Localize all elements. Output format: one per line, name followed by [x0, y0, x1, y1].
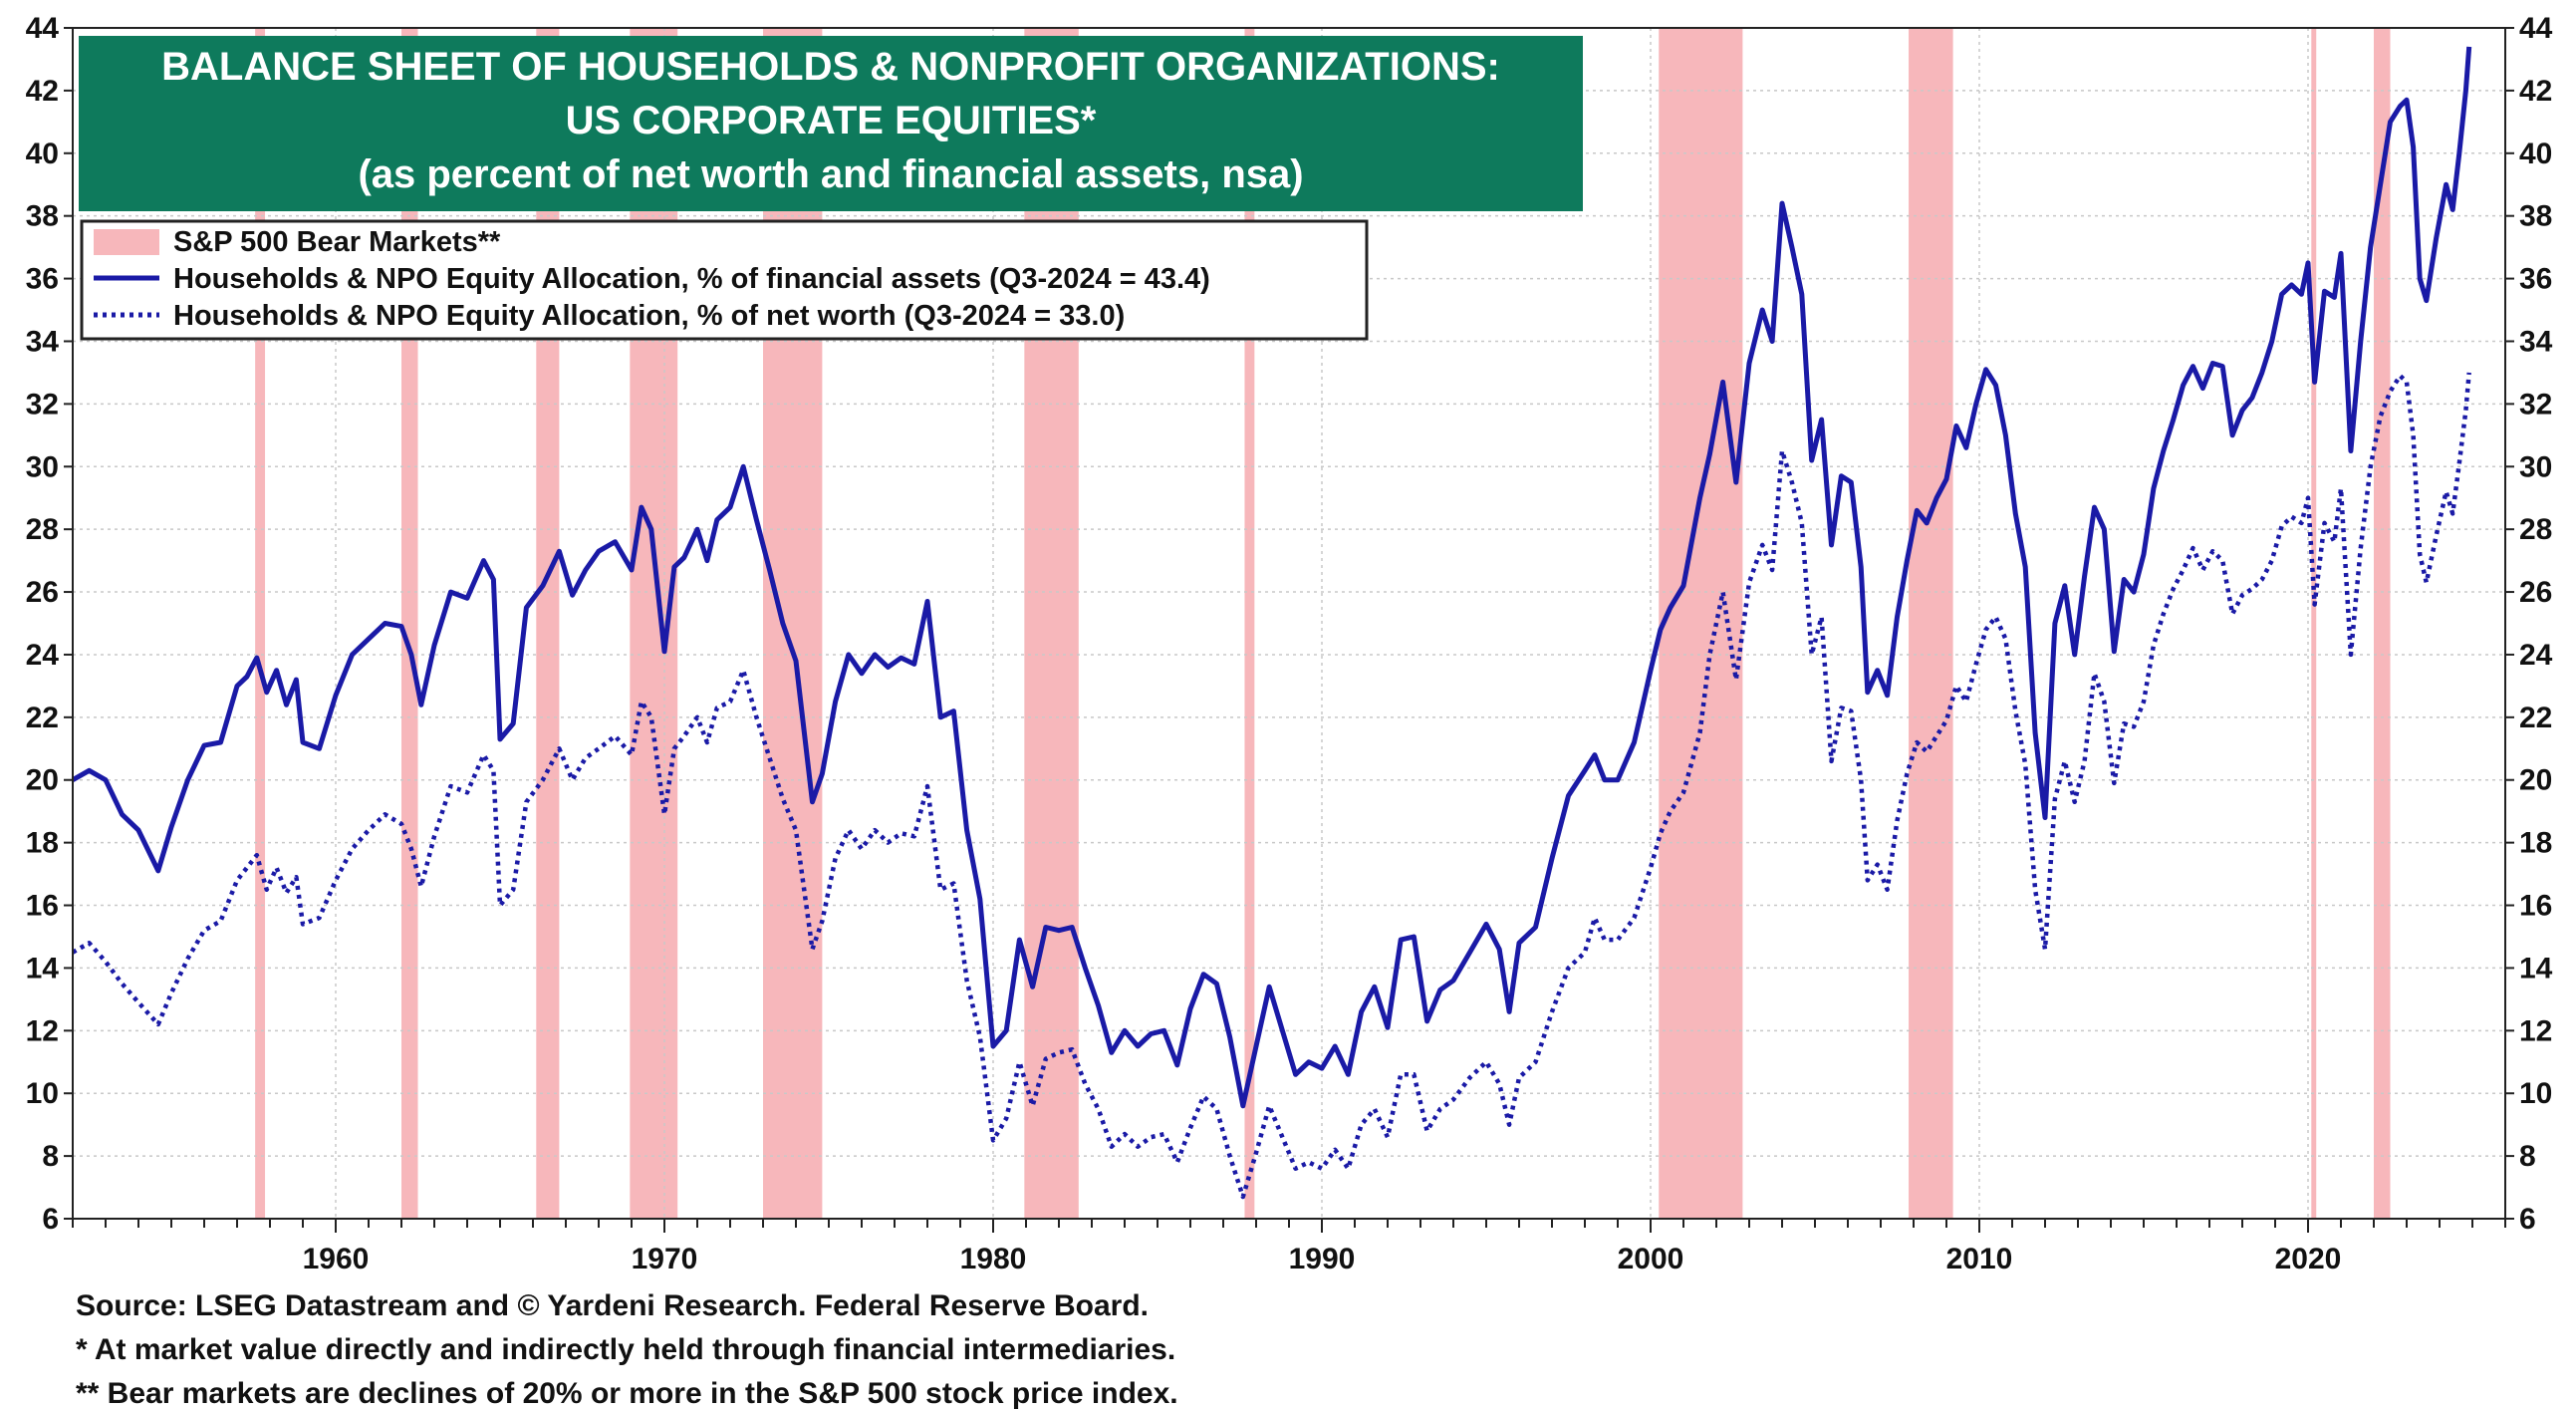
y-tick-label-right-44: 44 — [2519, 12, 2553, 45]
y-tick-label-right-32: 32 — [2519, 388, 2552, 421]
title-box — [79, 36, 1583, 211]
y-tick-label-right-38: 38 — [2519, 200, 2552, 233]
y-tick-label-left-32: 32 — [26, 388, 59, 421]
x-tick-label-1980: 1980 — [960, 1243, 1027, 1275]
bear-market-band-9 — [1909, 28, 1953, 1219]
y-tick-label-right-36: 36 — [2519, 263, 2552, 296]
legend-label-financial-assets: Households & NPO Equity Allocation, % of… — [173, 263, 1210, 295]
legend-swatch-bear-markets — [94, 229, 159, 255]
y-tick-label-left-36: 36 — [26, 263, 59, 296]
x-axis: 1960 1970 1980 1990 2000 2010 2020 — [72, 1219, 2506, 1275]
x-tick-label-1960: 1960 — [303, 1243, 370, 1275]
y-tick-label-right-26: 26 — [2519, 576, 2552, 609]
y-tick-label-right-8: 8 — [2519, 1140, 2536, 1173]
y-tick-label-left-6: 6 — [42, 1203, 59, 1236]
bear-market-band-7 — [1244, 28, 1255, 1219]
y-tick-label-left-30: 30 — [26, 450, 59, 483]
y-tick-label-right-18: 18 — [2519, 827, 2552, 860]
series-line-financial-assets — [71, 46, 2472, 1109]
y-tick-label-right-16: 16 — [2519, 890, 2552, 923]
bear-market-band-1 — [255, 28, 266, 1219]
y-tick-label-right-28: 28 — [2519, 513, 2552, 546]
footnote-bear-markets: ** Bear markets are declines of 20% or m… — [76, 1377, 1178, 1410]
y-axis-right: 6 8 10 12 14 16 18 20 22 24 26 28 30 32 34 36 38 40 42 44 — [2505, 12, 2553, 1236]
bear-market-band-11 — [2374, 28, 2391, 1219]
y-tick-label-left-42: 42 — [26, 75, 59, 108]
bear-market-band-8 — [1659, 28, 1743, 1219]
x-tick-label-1970: 1970 — [632, 1243, 698, 1275]
y-tick-label-left-16: 16 — [26, 890, 59, 923]
y-tick-label-left-22: 22 — [26, 702, 59, 734]
bear-market-band-10 — [2311, 28, 2317, 1219]
y-axis-left: 6 8 10 12 14 16 18 20 22 24 26 28 30 32 34 36 38 40 42 44 — [26, 12, 73, 1236]
x-tick-label-2000: 2000 — [1618, 1243, 1684, 1275]
x-tick-label-2010: 2010 — [1946, 1243, 2013, 1275]
y-tick-label-right-6: 6 — [2519, 1203, 2536, 1236]
y-tick-label-right-22: 22 — [2519, 702, 2552, 734]
legend: S&P 500 Bear Markets** Households & NPO … — [80, 219, 1369, 341]
y-tick-label-right-30: 30 — [2519, 450, 2552, 483]
y-tick-label-left-24: 24 — [26, 639, 60, 672]
y-tick-label-right-10: 10 — [2519, 1077, 2552, 1110]
x-tick-label-1990: 1990 — [1289, 1243, 1356, 1275]
y-tick-label-left-26: 26 — [26, 576, 59, 609]
legend-box — [80, 219, 1369, 341]
y-tick-label-left-28: 28 — [26, 513, 59, 546]
y-tick-label-left-44: 44 — [26, 12, 60, 45]
y-tick-label-right-40: 40 — [2519, 138, 2552, 170]
x-tick-label-2020: 2020 — [2275, 1243, 2342, 1275]
y-tick-label-right-24: 24 — [2519, 639, 2553, 672]
footnote-market-value: * At market value directly and indirectl… — [76, 1333, 1176, 1366]
legend-label-net-worth: Households & NPO Equity Allocation, % of… — [173, 300, 1125, 332]
y-tick-label-left-40: 40 — [26, 138, 59, 170]
y-tick-label-left-8: 8 — [42, 1140, 59, 1173]
series-lines — [71, 46, 2472, 1200]
y-tick-label-left-18: 18 — [26, 827, 59, 860]
y-tick-label-right-34: 34 — [2519, 325, 2553, 358]
legend-label-bear-markets: S&P 500 Bear Markets** — [173, 226, 501, 258]
y-tick-label-right-12: 12 — [2519, 1014, 2552, 1047]
y-tick-label-left-34: 34 — [26, 325, 60, 358]
chart-title-line-1: BALANCE SHEET OF HOUSEHOLDS & NONPROFIT … — [161, 45, 1500, 89]
y-tick-label-right-20: 20 — [2519, 764, 2552, 797]
y-tick-label-right-14: 14 — [2519, 952, 2553, 985]
y-tick-label-left-10: 10 — [26, 1077, 59, 1110]
footnote-source: Source: LSEG Datastream and © Yardeni Re… — [76, 1289, 1149, 1322]
y-tick-label-left-14: 14 — [26, 952, 60, 985]
chart-title-line-2: US CORPORATE EQUITIES* — [566, 99, 1097, 142]
y-tick-label-left-12: 12 — [26, 1014, 59, 1047]
y-tick-label-left-20: 20 — [26, 764, 59, 797]
y-tick-label-right-42: 42 — [2519, 75, 2552, 108]
series-line-net-worth — [71, 372, 2471, 1200]
y-tick-label-left-38: 38 — [26, 200, 59, 233]
chart-title-line-3: (as percent of net worth and financial a… — [358, 152, 1303, 196]
